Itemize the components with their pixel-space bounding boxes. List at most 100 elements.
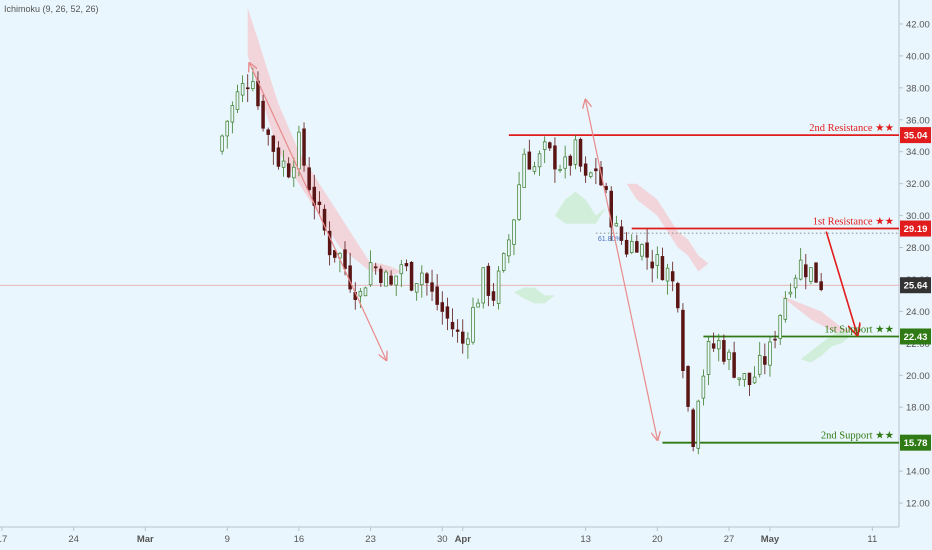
candle-body xyxy=(798,259,803,280)
candle-body xyxy=(701,375,706,399)
candle-body xyxy=(778,315,782,339)
candle-body xyxy=(445,306,450,319)
support-price-badge xyxy=(900,434,931,451)
candle-body xyxy=(522,153,526,188)
resistance-price-badge xyxy=(900,127,931,144)
cloud-bearish xyxy=(606,167,709,272)
candle-body xyxy=(614,223,619,227)
candle-body xyxy=(517,184,521,220)
resistance-price-value: 35.04 xyxy=(904,131,928,142)
candle-body xyxy=(363,287,368,297)
candle-body xyxy=(804,264,808,278)
fib-61-8-label: 61.80% xyxy=(598,236,622,243)
candle-body xyxy=(297,131,301,170)
candle-body xyxy=(409,261,414,291)
candle-body xyxy=(752,376,757,384)
candle-body xyxy=(348,265,352,290)
indicator-label: Ichimoku (9, 26, 52, 26) xyxy=(4,4,99,14)
candle-body xyxy=(624,239,629,255)
x-tick-label: 23 xyxy=(365,534,376,545)
candle-body xyxy=(491,291,496,301)
candle-body xyxy=(578,138,583,167)
candle-body xyxy=(542,141,547,150)
candle-body xyxy=(302,128,306,166)
candle-body xyxy=(471,307,475,343)
x-tick-label: 16 xyxy=(294,534,305,545)
cloud-bearish xyxy=(780,295,852,336)
candle-body xyxy=(225,120,229,137)
candle-body xyxy=(650,261,654,269)
y-tick-label: 34.00 xyxy=(906,147,930,158)
candle-body xyxy=(527,151,532,170)
candle-body xyxy=(594,168,598,172)
y-tick-label: 30.00 xyxy=(906,211,930,222)
candlestick-series xyxy=(220,67,823,455)
candle-body xyxy=(271,135,276,152)
y-tick-label: 14.00 xyxy=(906,467,930,478)
y-tick-label: 12.00 xyxy=(906,499,930,510)
candle-body xyxy=(711,343,716,349)
candle-body xyxy=(558,169,562,171)
y-tick-label: 40.00 xyxy=(906,51,930,62)
candle-body xyxy=(717,340,721,350)
candle-body xyxy=(281,160,286,168)
y-tick-label: 18.00 xyxy=(906,403,930,414)
swing-arrow xyxy=(250,64,386,359)
candle-body xyxy=(384,271,388,287)
candle-body xyxy=(573,139,578,165)
candle-body xyxy=(629,240,634,253)
candle-body xyxy=(425,273,429,284)
cloud-bearish xyxy=(247,8,402,277)
candle-body xyxy=(286,163,291,178)
candle-body xyxy=(553,145,557,170)
candle-body xyxy=(645,242,649,258)
y-tick-label: 20.00 xyxy=(906,371,930,382)
x-tick-label: 20 xyxy=(652,534,663,545)
support-label: 2nd Support ★★ xyxy=(821,431,895,442)
candle-body xyxy=(420,272,424,286)
candle-body xyxy=(292,166,296,179)
candle-body xyxy=(512,219,516,245)
cloud-bullish xyxy=(554,191,607,224)
candle-body xyxy=(640,244,644,257)
x-tick-label: Mar xyxy=(137,534,154,545)
target-arrow xyxy=(825,231,857,334)
support-price-value: 22.43 xyxy=(904,332,928,343)
level-labels: 2nd Resistance ★★ 35.04 1st Resistance ★★ 2… xyxy=(809,123,931,451)
candle-body xyxy=(773,338,777,341)
y-tick-label: 38.00 xyxy=(906,83,930,94)
candle-body xyxy=(251,81,255,90)
candle-body xyxy=(676,283,680,309)
candle-body xyxy=(373,266,378,269)
x-tick-label: 24 xyxy=(68,534,79,545)
candle-body xyxy=(670,271,675,282)
candle-body xyxy=(507,239,511,257)
candle-body xyxy=(763,356,767,365)
candle-body xyxy=(230,105,235,123)
candle-body xyxy=(379,268,383,283)
candle-body xyxy=(660,256,665,281)
candle-body xyxy=(722,340,726,362)
candle-body xyxy=(440,302,445,312)
current-price-badge xyxy=(900,277,931,294)
resistance-price-value: 29.19 xyxy=(904,224,928,235)
candle-body xyxy=(455,329,460,332)
candle-body xyxy=(768,341,772,366)
candle-body xyxy=(389,275,393,285)
candle-body xyxy=(696,400,701,449)
candle-body xyxy=(394,275,398,286)
candle-body xyxy=(414,283,419,293)
swing-arrow xyxy=(586,101,658,440)
level-lines: 61.80% xyxy=(0,134,932,444)
price-axis-pane[interactable] xyxy=(899,0,932,550)
candle-body xyxy=(619,226,624,241)
candle-body xyxy=(261,100,265,129)
candle-body xyxy=(358,290,363,297)
candle-body xyxy=(563,156,567,169)
y-tick-label: 36.00 xyxy=(906,115,930,126)
candle-body xyxy=(245,87,250,90)
candle-body xyxy=(466,338,470,345)
candle-body xyxy=(450,321,455,330)
